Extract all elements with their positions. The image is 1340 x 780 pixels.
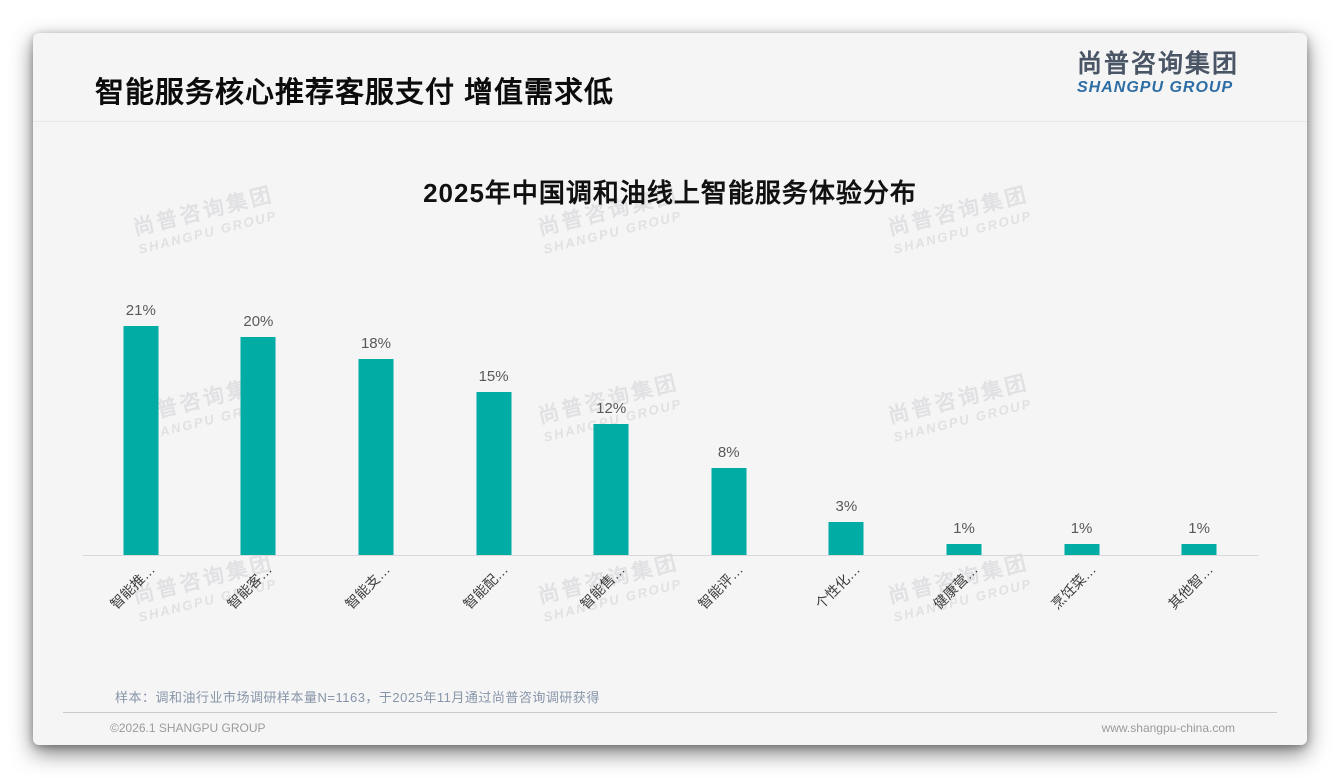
bar-chart: 21% 智能推… 20% 智能客… 18% 智能支… 15% 智能配… 12% 智能售… 8% 智能评… [82, 290, 1258, 612]
x-axis-label: 智能配… [459, 561, 511, 613]
copyright-text: ©2026.1 SHANGPU GROUP [110, 721, 266, 735]
bar-value-label: 8% [717, 443, 740, 461]
page-title: 智能服务核心推荐客服支付 增值需求低 [95, 77, 615, 109]
website-text: www.shangpu-china.com [1101, 721, 1235, 735]
slide-card: 尚普咨询集团 SHANGPU GROUP 尚普咨询集团 SHANGPU GROUP 尚普… [33, 33, 1307, 745]
slide-header: 智能服务核心推荐客服支付 增值需求低 尚普咨询集团 SHANGPU GROUP [33, 33, 1307, 122]
bar-value-label: 3% [835, 498, 858, 516]
bar-column: 3% 个性化… [788, 290, 906, 612]
x-axis-label: 智能评… [694, 561, 746, 613]
bar [1064, 544, 1100, 555]
company-logo: 尚普咨询集团 SHANGPU GROUP [1076, 50, 1239, 96]
x-axis-label: 烹饪菜… [1047, 561, 1099, 613]
bar [711, 467, 747, 555]
bar-column: 1% 其他智… [1140, 290, 1258, 612]
bar [358, 358, 394, 555]
x-axis-label: 智能支… [342, 561, 393, 613]
slide-footer: ©2026.1 SHANGPU GROUP www.shangpu-china.… [110, 721, 1235, 735]
chart-title: 2025年中国调和油线上智能服务体验分布 [423, 178, 917, 208]
logo-chinese-text: 尚普咨询集团 [1076, 50, 1239, 78]
sample-note: 样本：调和油行业市场调研样本量N=1163，于2025年11月通过尚普咨询调研获… [115, 690, 600, 705]
x-axis-label: 个性化… [812, 561, 864, 613]
bar [593, 424, 629, 555]
bar [1181, 544, 1217, 555]
bar-column: 12% 智能售… [552, 290, 670, 612]
bar-column: 18% 智能支… [317, 290, 435, 612]
bar-value-label: 21% [125, 302, 156, 320]
x-axis-label: 健康营… [930, 561, 981, 613]
footer-divider [63, 712, 1277, 713]
bar-value-label: 1% [1070, 520, 1093, 538]
bar-column: 15% 智能配… [435, 290, 553, 612]
bar [828, 522, 864, 555]
bar-value-label: 1% [1188, 520, 1210, 538]
bar-column: 1% 烹饪菜… [1023, 290, 1141, 612]
bar-value-label: 20% [243, 313, 274, 330]
x-axis-label: 智能客… [224, 561, 276, 613]
x-axis-label: 智能售… [577, 561, 629, 613]
bar [240, 337, 276, 555]
bar-column: 1% 健康营… [905, 290, 1023, 612]
x-axis-label: 智能推… [106, 561, 158, 613]
logo-english-text: SHANGPU GROUP [1076, 78, 1234, 96]
bar-value-label: 12% [596, 400, 627, 418]
x-axis-label: 其他智… [1165, 561, 1217, 613]
bar-column: 21% 智能推… [82, 290, 200, 612]
bar-column: 8% 智能评… [670, 290, 788, 612]
bar-value-label: 1% [953, 520, 975, 538]
bar [476, 391, 512, 555]
bar-value-label: 15% [478, 367, 509, 385]
bar-column: 20% 智能客… [200, 290, 318, 612]
bar-value-label: 18% [360, 334, 391, 352]
bar [123, 326, 159, 555]
bar [946, 544, 982, 555]
